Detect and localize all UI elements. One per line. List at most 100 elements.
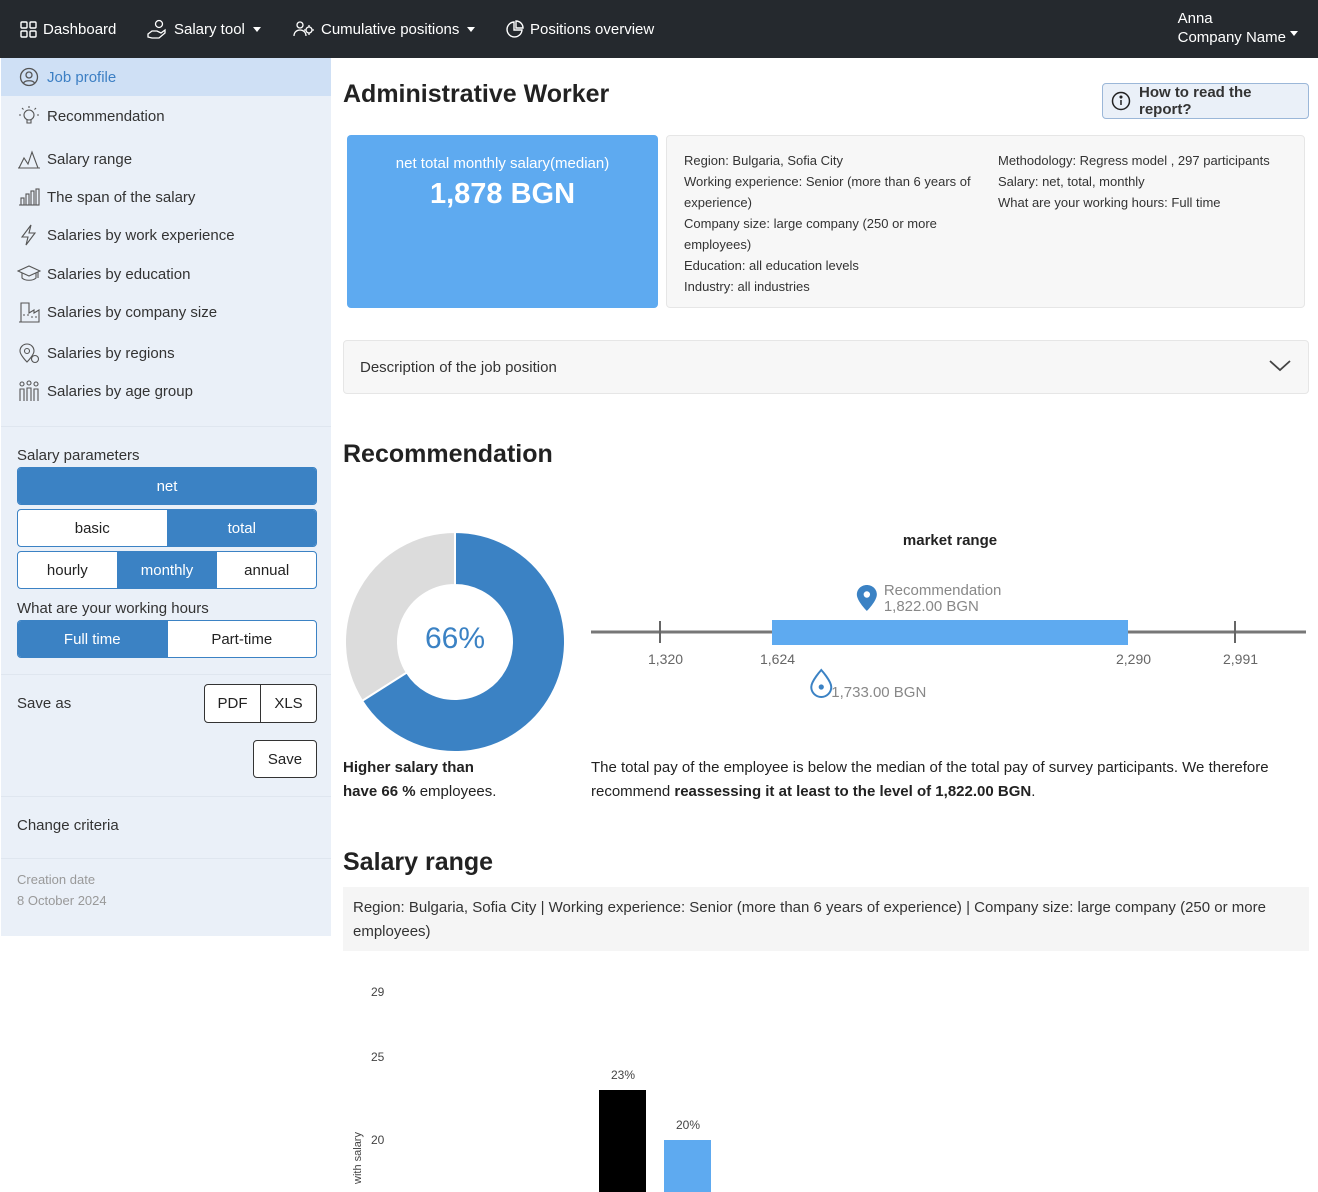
- sidebar-item-span[interactable]: The span of the salary: [1, 178, 331, 216]
- chevron-down-icon: [1269, 360, 1291, 372]
- median-salary-label: net total monthly salary(median): [395, 155, 610, 172]
- page-title: Administrative Worker: [343, 80, 610, 108]
- area-chart-icon: [17, 147, 41, 171]
- monthly-button[interactable]: monthly: [117, 552, 218, 588]
- criteria-working-hours: What are your working hours: Full time: [998, 195, 1221, 210]
- tick-label: 2,290: [1116, 651, 1152, 667]
- salary-range-filters: Region: Bulgaria, Sofia City | Working e…: [343, 887, 1309, 951]
- recommendation-text-plain: The total pay of the employee is below t…: [591, 759, 1269, 800]
- sidebar-item-job-profile[interactable]: Job profile: [1, 58, 331, 96]
- tick-label: 1,320: [648, 651, 684, 667]
- working-hours-label: What are your working hours: [17, 600, 209, 617]
- users-gear-icon: [293, 21, 314, 37]
- y-tick-label: 25: [371, 1050, 385, 1064]
- median-salary-value: 1,878 BGN: [429, 178, 576, 210]
- sidebar-item-label: Job profile: [47, 68, 117, 86]
- period-toggle: hourly monthly annual: [17, 551, 317, 589]
- criteria-right-column: Methodology: Regress model , 297 partici…: [998, 150, 1298, 213]
- chevron-down-icon: [467, 26, 476, 32]
- save-button[interactable]: Save: [253, 740, 317, 778]
- sidebar-item-label: Salaries by company size: [47, 303, 218, 321]
- criteria-company-size: Company size: large company (250 or more…: [684, 216, 937, 252]
- sidebar-item-label: Recommendation: [47, 107, 165, 125]
- pdf-button[interactable]: PDF: [205, 685, 261, 722]
- full-time-button[interactable]: Full time: [18, 621, 168, 657]
- bar-chart-icon: [17, 185, 41, 209]
- nav-dashboard[interactable]: Dashboard: [20, 0, 116, 58]
- criteria-industry: Industry: all industries: [684, 279, 810, 294]
- recommendation-marker-label: Recommendation 1,822.00 BGN: [884, 583, 1002, 615]
- tick-label: 2,991: [1223, 651, 1259, 667]
- sidebar-item-age-group[interactable]: Salaries by age group: [1, 372, 331, 410]
- export-format-toggle: PDF XLS: [204, 684, 317, 723]
- working-hours-toggle: Full time Part-time: [17, 620, 317, 658]
- recommendation-pin-icon: [856, 585, 877, 611]
- percentile-donut: [344, 530, 566, 753]
- criteria-salary: Salary: net, total, monthly: [998, 174, 1145, 189]
- user-company: Company Name: [1177, 29, 1286, 46]
- save-as-label: Save as: [17, 695, 72, 712]
- sidebar-item-label: Salary range: [47, 150, 133, 168]
- nav-salary-tool[interactable]: Salary tool: [146, 0, 261, 58]
- net-button[interactable]: net: [18, 468, 316, 504]
- y-tick-label: 20: [371, 1133, 385, 1147]
- sidebar-item-label: Salaries by education: [47, 265, 191, 283]
- current-salary-drop-icon: [810, 668, 833, 698]
- sidebar-item-education[interactable]: Salaries by education: [1, 255, 331, 293]
- criteria-info-box: Region: Bulgaria, Sofia City Working exp…: [666, 135, 1305, 308]
- xls-button[interactable]: XLS: [274, 695, 303, 712]
- donut-percent-label: 66%: [424, 622, 486, 655]
- grid-icon: [20, 20, 37, 38]
- criteria-experience: Working experience: Senior (more than 6 …: [684, 174, 971, 210]
- chevron-down-icon: [252, 26, 261, 32]
- nav-cumulative-positions[interactable]: Cumulative positions: [293, 0, 476, 58]
- recommendation-marker-name: Recommendation: [883, 582, 1002, 599]
- sidebar-divider: [1, 674, 331, 675]
- recommendation-text: The total pay of the employee is below t…: [591, 756, 1301, 804]
- donut-slice-higher: [360, 530, 566, 753]
- nav-cumulative-positions-label: Cumulative positions: [321, 20, 460, 38]
- sidebar-item-regions[interactable]: Salaries by regions: [1, 334, 331, 372]
- map-pin-icon: [17, 341, 41, 365]
- hand-coin-icon: [147, 19, 166, 39]
- sidebar-item-label: The span of the salary: [47, 188, 196, 206]
- change-criteria-link[interactable]: Change criteria: [17, 817, 119, 834]
- basic-button[interactable]: basic: [18, 510, 168, 546]
- current-salary-drop-dot: [818, 684, 824, 690]
- sidebar-item-recommendation[interactable]: Recommendation: [1, 97, 331, 135]
- sidebar-item-salary-range[interactable]: Salary range: [1, 140, 331, 178]
- annual-button[interactable]: annual: [244, 561, 290, 579]
- lightbulb-icon: [17, 104, 41, 128]
- sidebar-item-label: Salaries by age group: [47, 382, 193, 400]
- how-to-read-button[interactable]: How to read the report?: [1102, 83, 1309, 119]
- higher-salary-bold: have 66 %: [343, 783, 416, 800]
- creation-date-label: Creation date: [17, 872, 96, 887]
- user-menu[interactable]: Anna Company Name: [1177, 9, 1298, 47]
- criteria-education: Education: all education levels: [684, 258, 859, 273]
- recommendation-pin-dot: [863, 591, 871, 598]
- salary-range-bar: [599, 1090, 646, 1192]
- current-salary-label: 1,733.00 BGN: [831, 684, 927, 701]
- top-navbar: Dashboard Salary tool Cumulative positio…: [0, 0, 1318, 58]
- nav-positions-overview-label: Positions overview: [530, 20, 655, 38]
- nav-positions-overview[interactable]: Positions overview: [505, 0, 654, 58]
- job-description-accordion[interactable]: Description of the job position: [343, 340, 1309, 394]
- market-range-scale: [591, 585, 1306, 698]
- total-button[interactable]: total: [167, 510, 316, 546]
- bar-value-label: 20%: [675, 1118, 701, 1132]
- hourly-button[interactable]: hourly: [18, 552, 118, 588]
- sidebar-divider: [1, 858, 331, 859]
- criteria-methodology: Methodology: Regress model , 297 partici…: [998, 153, 1270, 168]
- sidebar-divider: [1, 796, 331, 797]
- sidebar-item-company-size[interactable]: Salaries by company size: [1, 293, 331, 331]
- y-axis-label: with salary: [352, 1132, 364, 1184]
- bolt-icon: [17, 223, 41, 247]
- market-range-bar: [772, 620, 1128, 645]
- sidebar-item-label: Salaries by regions: [47, 344, 175, 362]
- creation-date-value: 8 October 2024: [17, 893, 107, 908]
- part-time-button[interactable]: Part-time: [211, 630, 273, 648]
- criteria-left-column: Region: Bulgaria, Sofia City Working exp…: [684, 150, 984, 297]
- sidebar-item-work-experience[interactable]: Salaries by work experience: [1, 216, 331, 254]
- salary-parameters-label: Salary parameters: [17, 447, 140, 464]
- sidebar: Job profile Recommendation Salary range …: [1, 58, 331, 936]
